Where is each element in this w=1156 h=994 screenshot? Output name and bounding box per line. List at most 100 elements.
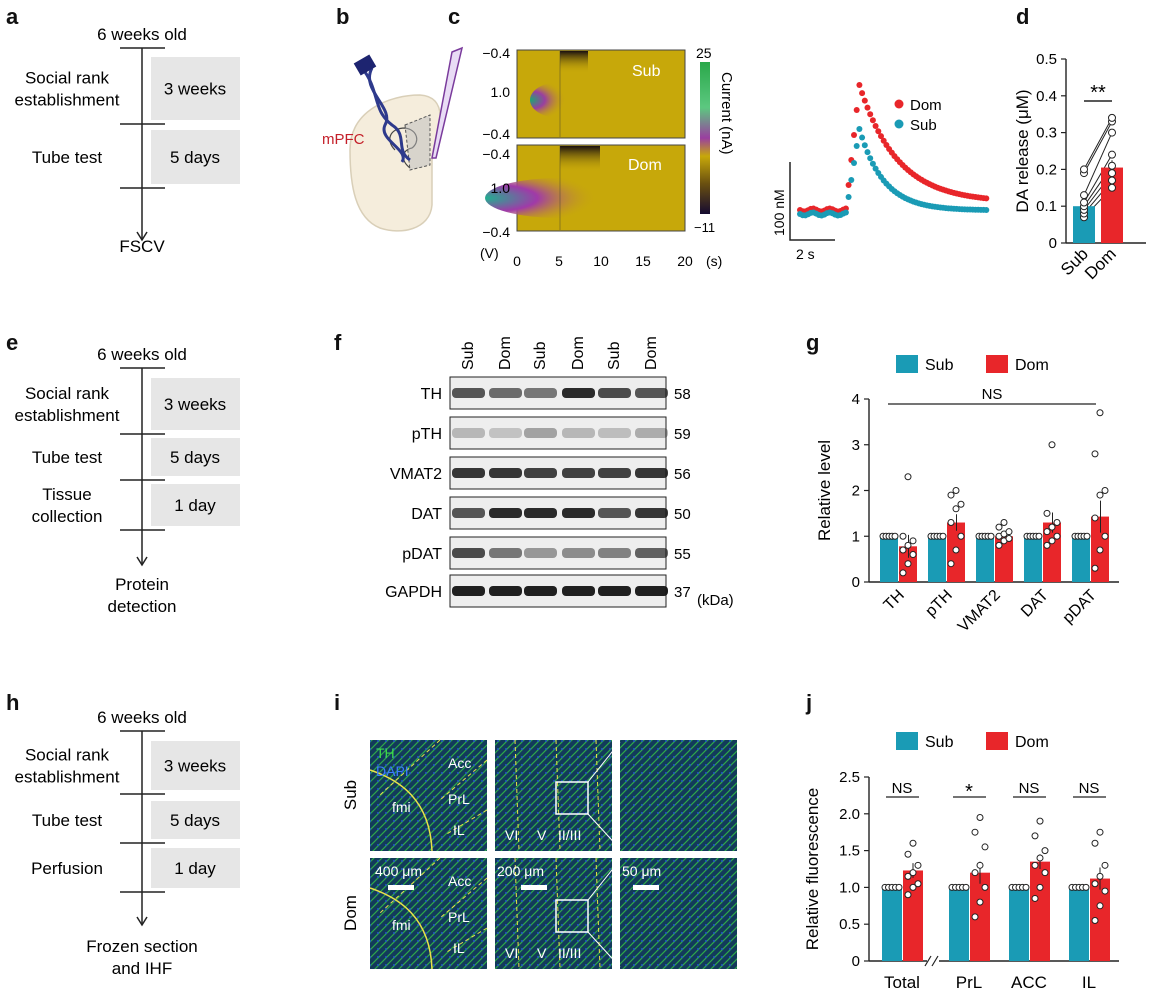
data-point	[1080, 191, 1088, 200]
data-point	[1031, 861, 1039, 869]
y-tick-label: 0.5	[1036, 51, 1057, 68]
x-tick-label: VMAT2	[955, 587, 1004, 636]
blot-band	[489, 508, 522, 518]
blot-band	[524, 428, 557, 438]
blot-band	[562, 428, 595, 438]
data-point	[1091, 514, 1099, 522]
protein-label: pDAT	[402, 546, 442, 563]
layer-label: II/III	[558, 827, 581, 843]
data-point	[1036, 854, 1044, 862]
data-point	[1101, 861, 1109, 869]
heatmap-x-unit: (s)	[706, 253, 722, 269]
kda-value: 50	[674, 506, 691, 523]
blot-band	[635, 508, 668, 518]
protein-label: GAPDH	[385, 584, 442, 601]
data-point	[1096, 872, 1104, 880]
blot-band	[524, 586, 557, 596]
scalebar-y-label: 100 nM	[771, 189, 787, 236]
timeline-arrow	[136, 231, 148, 242]
colorbar	[700, 62, 710, 214]
data-point	[904, 541, 912, 549]
blot-band	[598, 428, 631, 438]
y-tick-label: 1	[852, 528, 860, 545]
heatmap-sub-peak	[530, 82, 590, 118]
y-axis-label: Relative level	[815, 440, 834, 541]
region-label: PrL	[448, 909, 470, 925]
scalebar-label: 400 μm	[375, 863, 422, 879]
blot-band	[452, 508, 485, 518]
trace-point-sub	[861, 142, 868, 149]
micrograph-dom-2	[495, 858, 612, 969]
blot-band	[635, 428, 668, 438]
scalebar-label: 50 μm	[622, 863, 661, 879]
trace-point-dom	[869, 117, 876, 124]
data-point	[909, 839, 917, 847]
legend-swatch-sub	[896, 355, 918, 373]
heatmap-label-sub: Sub	[632, 63, 661, 80]
data-point	[952, 505, 960, 513]
data-point	[1108, 183, 1116, 192]
data-point	[995, 523, 1003, 531]
panel-label-h: h	[6, 690, 19, 715]
chart-g: 0 1 2 3 4 Relative level Sub Dom NS TH pTH VMAT2 DAT…	[815, 355, 1119, 636]
data-point	[952, 487, 960, 494]
data-point	[971, 869, 979, 877]
bar-dat-sub	[1024, 536, 1042, 582]
blot-band	[562, 468, 595, 478]
blot-band	[635, 548, 668, 558]
heatmap-y-unit: (V)	[480, 245, 499, 261]
y-tick-label: 0.4	[1036, 88, 1057, 105]
western-blot: Sub Dom Sub Dom Sub Dom TH 58 pTH 59 VMAT2 56 DAT 50 p…	[385, 336, 734, 609]
data-point	[909, 537, 917, 545]
timeline-start-label: 6 weeks old	[97, 345, 187, 364]
lane-label: Dom	[643, 336, 660, 370]
y-tick-label: 1.0	[839, 879, 860, 896]
data-point	[904, 872, 912, 880]
y-tick-label: 2.5	[839, 769, 860, 786]
timeline-arrow	[136, 556, 148, 567]
y-tick-label: 1.5	[839, 843, 860, 860]
trace-legend: Dom Sub	[894, 97, 942, 134]
heatmap-ytick: −0.4	[482, 146, 510, 162]
micrograph-sub-3	[620, 740, 737, 851]
kda-value: 58	[674, 386, 691, 403]
y-axis-label: Relative fluorescence	[803, 788, 822, 951]
trace-point-dom	[861, 97, 868, 104]
x-tick-label: ACC	[1011, 973, 1047, 992]
data-point	[971, 828, 979, 836]
x-tick-label: pDAT	[1060, 587, 1100, 627]
data-point	[1083, 532, 1091, 540]
lane-label: Sub	[460, 341, 477, 370]
blot-band	[598, 388, 631, 398]
bar-prl-dom	[970, 872, 990, 961]
panel-label-d: d	[1016, 4, 1029, 29]
lane-label: Dom	[497, 336, 514, 370]
zoom-line	[587, 813, 621, 850]
axis-break-mark	[924, 955, 939, 967]
data-point	[1048, 441, 1056, 449]
data-point	[1080, 198, 1088, 207]
heatmap-ytick: −0.4	[482, 126, 510, 142]
data-point	[904, 850, 912, 858]
blot-band	[452, 388, 485, 398]
zoom-box	[555, 899, 589, 933]
blot-band	[489, 428, 522, 438]
colorbar-label: Current (nA)	[718, 72, 735, 155]
micrograph-row-label: Sub	[341, 780, 360, 810]
data-point	[976, 813, 984, 821]
data-point	[1108, 128, 1116, 137]
kda-value: 55	[674, 546, 691, 563]
micrograph-sub-2	[495, 740, 612, 851]
protein-label: DAT	[411, 506, 442, 523]
layer-label: V	[537, 827, 547, 843]
data-point	[971, 913, 979, 921]
blot-band	[452, 586, 485, 596]
data-point	[947, 560, 955, 568]
data-point	[1048, 523, 1056, 531]
bar-sub	[1073, 206, 1095, 243]
timeline-end-label: detection	[108, 597, 177, 616]
bar-acc-sub	[1009, 887, 1029, 961]
region-label: Acc	[448, 873, 471, 889]
data-point	[981, 883, 989, 891]
